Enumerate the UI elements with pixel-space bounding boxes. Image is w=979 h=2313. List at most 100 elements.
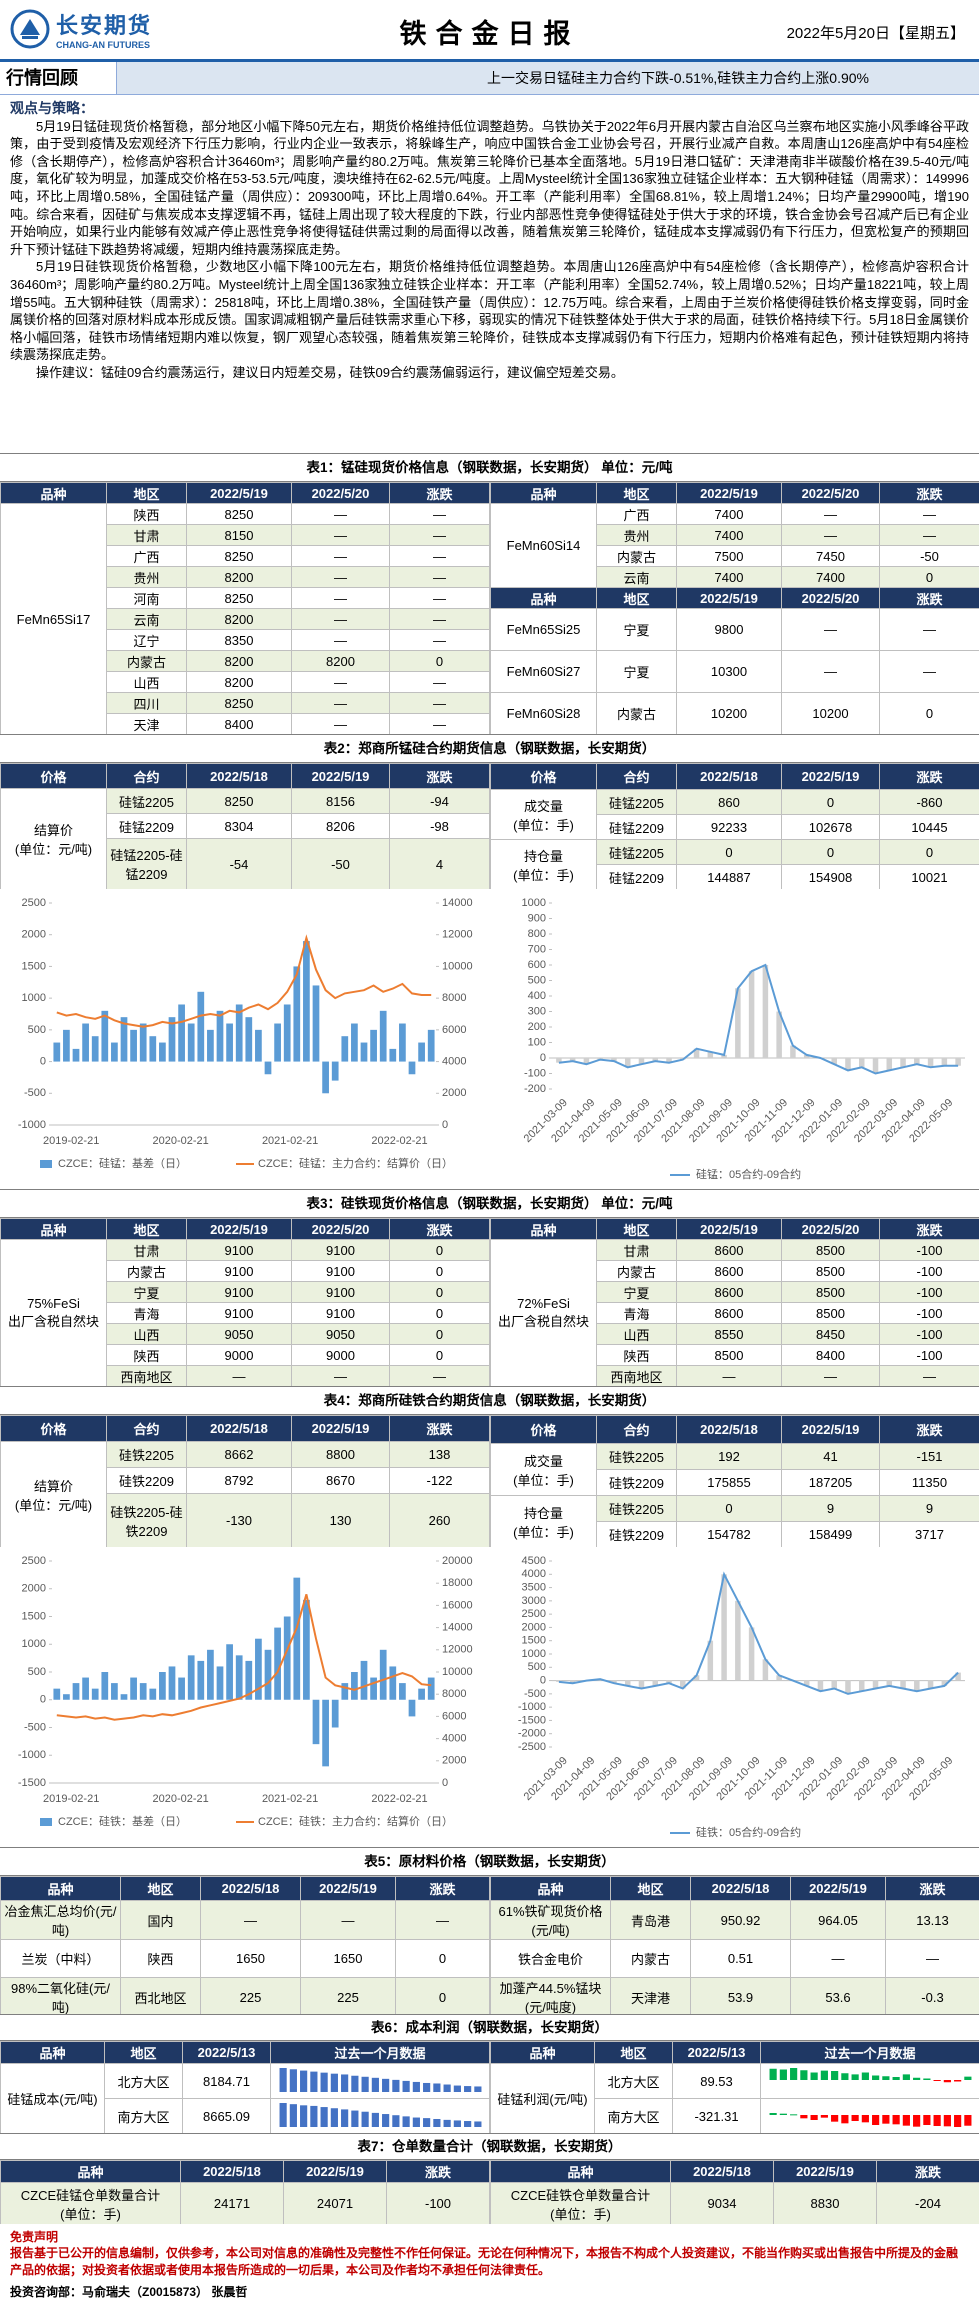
table-cell: 8800 (291, 1441, 390, 1468)
table-cell: 0 (676, 839, 782, 865)
table-cell: -130 (186, 1493, 292, 1547)
header-cell: 2022/5/18 (676, 763, 782, 790)
table-cell: — (389, 692, 490, 714)
cell-text: 144887 (707, 869, 751, 885)
bar (370, 1677, 377, 1700)
table-cell: 0 (879, 839, 979, 865)
table-block: 价格 合约 2022/5/18 2022/5/19 涨跌 结算价 (单位：元/吨) 硅铁220… (0, 1415, 979, 1547)
table-row: 内蒙古 8600 8500 -100 (491, 1260, 979, 1282)
area-bar (569, 1058, 576, 1062)
table-cell: 硅锰成本(元/吨) (0, 2063, 105, 2133)
spark-bar (892, 2114, 900, 2124)
cell-text: 1650 (333, 1951, 363, 1966)
bar (226, 1644, 233, 1700)
area-bar (721, 1574, 727, 1681)
bar (408, 1061, 416, 1075)
cell-text: 130 (329, 1513, 352, 1528)
cell-text: 53.9 (727, 1989, 754, 2005)
table-cell: 硅铁2205-硅铁2209 (106, 1493, 187, 1547)
cell-text: 2022/5/13 (197, 2045, 256, 2060)
cell-text: FeMn65Si17 (16, 611, 91, 627)
table-row: CZCE硅铁仓单数量合计 (单位：手) 9034 8830 -204 (490, 2182, 979, 2224)
cell-text: 硅铁2205 (609, 1450, 664, 1465)
cell-text: 地区 (147, 1882, 174, 1897)
cell-text: 2022/5/19 (700, 590, 758, 606)
table-cell: 8250 (186, 692, 292, 714)
bar (168, 1017, 176, 1062)
cell-text: — (433, 632, 446, 648)
table-row: 山西 8550 8450 -100 (491, 1323, 979, 1345)
spark-bar (361, 2111, 369, 2127)
bar (283, 1616, 291, 1700)
cell-text: 0 (826, 844, 835, 860)
table-row: 品种 地区 2022/5/19 2022/5/20 涨跌 (490, 482, 979, 504)
line (56, 1594, 432, 1721)
table-row: 南方大区 -321.31 (491, 2098, 979, 2133)
bar (178, 1677, 185, 1700)
y2-tick-label: 10000 (442, 1666, 473, 1678)
spark-bar (391, 2079, 399, 2092)
cell-text: 涨跌 (426, 1222, 453, 1238)
table-cell: 陕西 (106, 1344, 187, 1366)
cell-text: 甘肃 (133, 528, 160, 544)
cell-text: 8200 (224, 674, 254, 690)
spark-bar (799, 2114, 807, 2118)
cell-text: 9100 (224, 1284, 254, 1300)
y-tick-label: -1500 (518, 1714, 546, 1726)
header-cell: 涨跌 (885, 1876, 979, 1901)
legend-label: CZCE：硅锰：主力合约：结算价（日） (258, 1156, 453, 1170)
header-cell: 2022/5/13 (672, 2041, 761, 2064)
table-cell: 0 (395, 1939, 490, 1978)
table-cell: 河南 (106, 587, 187, 609)
spark-bar (463, 2085, 471, 2092)
table-cell: — (781, 1365, 880, 1386)
bar (255, 1029, 262, 1062)
cell-text: 宁夏 (133, 1285, 160, 1301)
cell-text: 8156 (326, 793, 355, 809)
table-cell: 宁夏 (106, 1281, 187, 1303)
cell-text: 内蒙古 (126, 1264, 166, 1280)
cell-text: (单位：手) (513, 867, 574, 883)
table-cell: 0 (389, 1239, 490, 1261)
table-cell: 7400 (676, 566, 782, 588)
cell-text: 72%FeSi (517, 1296, 570, 1311)
table-cell: 天津 (106, 713, 187, 734)
table-cell: 硅铁2205 (596, 1443, 677, 1470)
table-cell: -94 (389, 788, 490, 814)
spark-bar (902, 2073, 910, 2080)
header-cell: 2022/5/19 (790, 1876, 886, 1901)
y2-tick-label: 12000 (442, 1644, 473, 1656)
table-cell: 10200 (781, 692, 880, 734)
table-cell: 陕西 (596, 1344, 677, 1366)
table-cell: -860 (879, 789, 979, 815)
cell-text: 2022/5/19 (801, 769, 860, 784)
cell-text: 0 (435, 1326, 444, 1342)
y-tick-label: 1000 (22, 992, 46, 1004)
spark-bar (309, 2105, 317, 2127)
table-row: 成交量 (单位：手) 硅铁2205 192 41 -151 (490, 1443, 979, 1496)
spark-bar (779, 2113, 787, 2115)
bar (408, 1699, 416, 1717)
table-row: 河南 8250 — — (1, 587, 490, 609)
cell-text: 2022/5/19 (210, 485, 268, 501)
bar (216, 1010, 224, 1062)
y-tick-label: -200 (524, 1083, 546, 1095)
spark-bar (902, 2114, 910, 2126)
cell-text: 13.13 (916, 1912, 949, 1928)
bar (120, 1694, 128, 1700)
cell-text: 硅锰2209 (119, 819, 174, 835)
cell-text: 102678 (808, 819, 853, 835)
table-cell: 24071 (283, 2182, 387, 2224)
disclaimer: 报告基于已公开的信息编制，仅供参考，本公司对信息的准确性及完整性不作任何保证。无… (10, 2246, 959, 2277)
table-cell: 8350 (186, 629, 292, 651)
cell-text: — (334, 1368, 347, 1384)
table-cell: 0 (389, 1344, 490, 1366)
cell-text: 11350 (911, 1475, 948, 1490)
table-row: 冶金焦汇总均价(元/吨) 国内 — — — (0, 1900, 490, 1940)
table-cell: 144887 (676, 864, 782, 889)
table-cell: — (389, 671, 490, 693)
cell-text: — (831, 1951, 845, 1966)
table-cell: 8200 (186, 566, 292, 588)
table-row: 价格 合约 2022/5/18 2022/5/19 涨跌 (0, 1415, 490, 1442)
area-bar (624, 1680, 631, 1686)
